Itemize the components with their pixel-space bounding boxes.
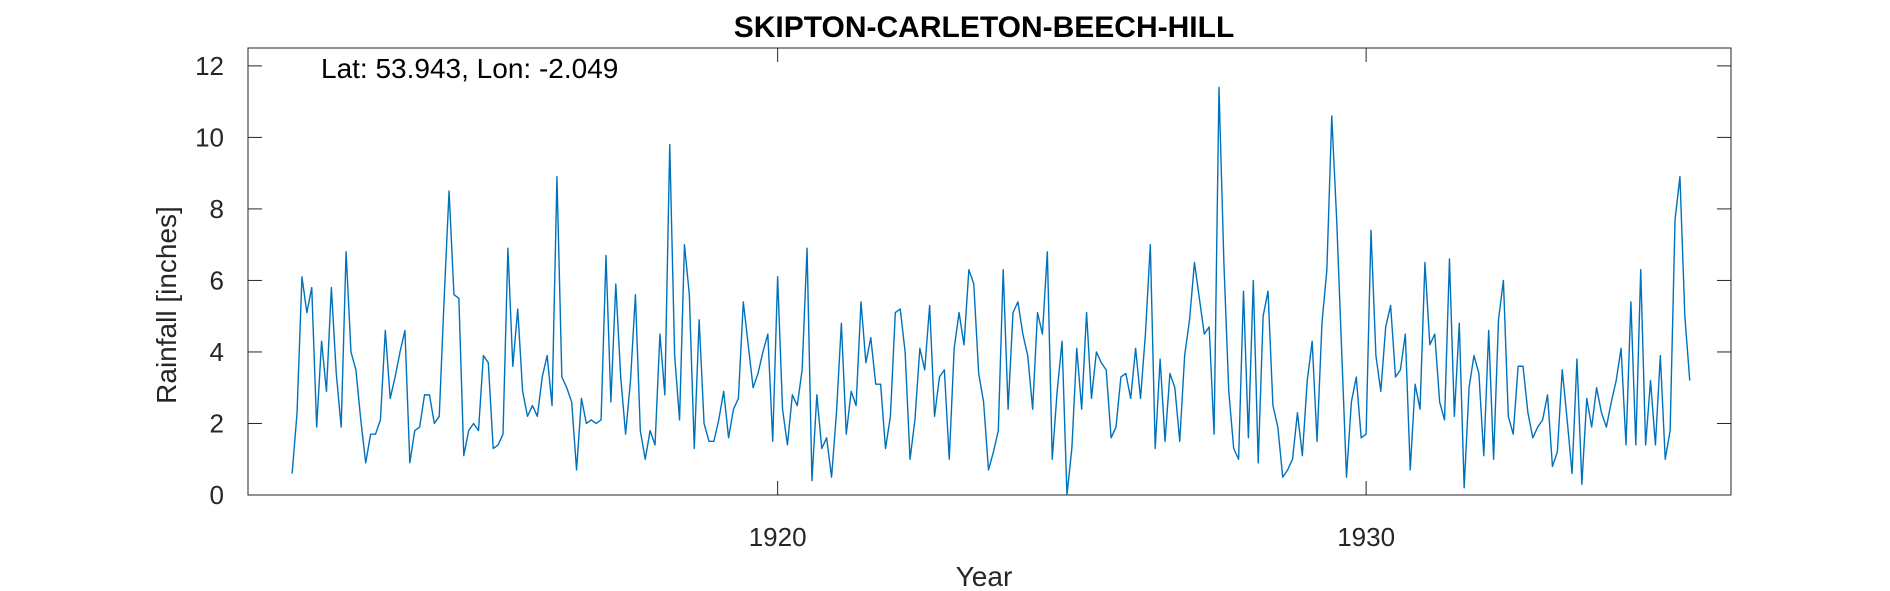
y-axis-label: Rainfall [inches] [151, 206, 182, 404]
y-tick-label: 12 [195, 51, 224, 81]
y-tick-label: 0 [210, 480, 224, 510]
y-tick-label: 6 [210, 265, 224, 295]
y-tick-label: 4 [210, 337, 224, 367]
y-tick-label: 10 [195, 122, 224, 152]
y-tick-label: 8 [210, 194, 224, 224]
y-tick-label: 2 [210, 408, 224, 438]
x-tick-label: 1930 [1337, 522, 1395, 552]
plot-frame [247, 47, 1732, 496]
rainfall-series-line [291, 86, 1691, 496]
coordinates-annotation: Lat: 53.943, Lon: -2.049 [321, 53, 618, 84]
x-tick-label: 1920 [749, 522, 807, 552]
x-axis-label: Year [956, 561, 1013, 591]
chart-title: SKIPTON-CARLETON-BEECH-HILL [734, 11, 1235, 44]
